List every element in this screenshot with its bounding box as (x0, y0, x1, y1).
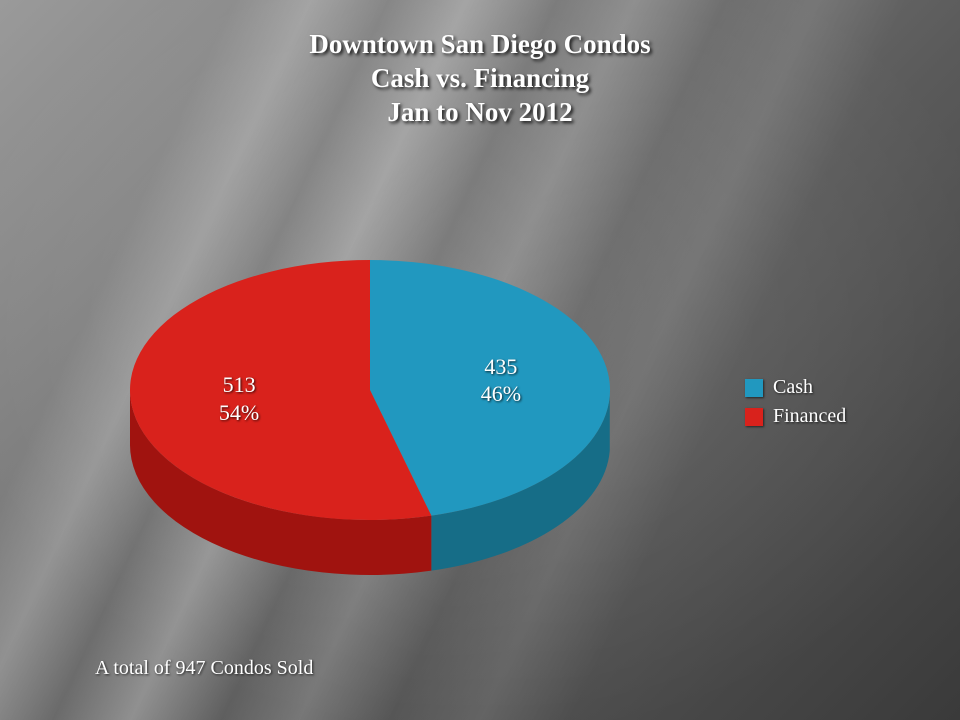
legend-item-financed: Financed (745, 405, 846, 428)
slice-label-cash: 435 46% (461, 353, 541, 408)
legend-label-cash: Cash (773, 376, 813, 399)
chart-title: Downtown San Diego Condos Cash vs. Finan… (0, 28, 960, 129)
slice-cash-pct: 46% (481, 381, 521, 406)
title-line-2: Cash vs. Financing (0, 62, 960, 96)
legend-swatch-cash (745, 379, 763, 397)
pie-chart: 435 46% 513 54% (90, 190, 650, 610)
slice-financed-count: 513 (223, 372, 256, 397)
title-line-3: Jan to Nov 2012 (0, 96, 960, 130)
pie-svg (90, 190, 650, 610)
legend-label-financed: Financed (773, 405, 846, 428)
slide-stage: Downtown San Diego Condos Cash vs. Finan… (0, 0, 960, 720)
title-line-1: Downtown San Diego Condos (0, 28, 960, 62)
slice-label-financed: 513 54% (199, 371, 279, 426)
footnote: A total of 947 Condos Sold (95, 657, 313, 680)
legend-item-cash: Cash (745, 376, 846, 399)
legend: Cash Financed (745, 370, 846, 434)
slice-financed-pct: 54% (219, 400, 259, 425)
legend-swatch-financed (745, 408, 763, 426)
slice-cash-count: 435 (484, 354, 517, 379)
